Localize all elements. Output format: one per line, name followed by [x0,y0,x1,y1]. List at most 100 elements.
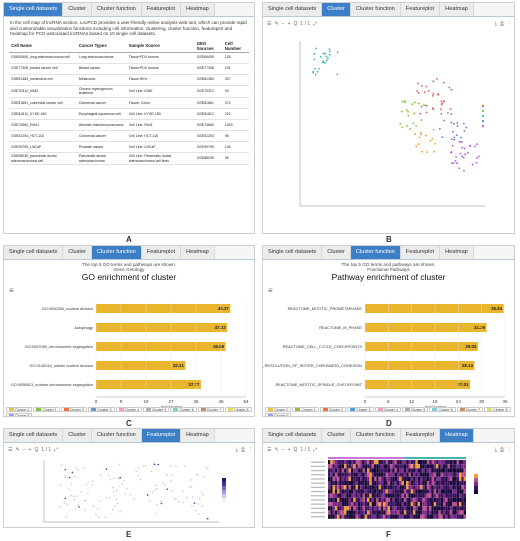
tab-heatmap[interactable]: Heatmap [440,3,474,16]
menu-icon[interactable]: ≡ [9,286,14,295]
legend-item[interactable]: Cluster 7 [197,407,225,412]
more-icon[interactable]: ⋮ [507,446,512,453]
download-icon[interactable]: ⤓ [494,20,497,27]
zoom-in-button[interactable]: + [28,446,32,453]
bar[interactable] [365,380,471,389]
tab-cluster-function[interactable]: Cluster function [350,3,401,16]
menu-icon[interactable]: ≡ [268,286,273,295]
tab-single-cell-datasets[interactable]: Single cell datasets [4,429,64,442]
legend-item[interactable]: Cluster 6 [429,407,456,412]
tab-cluster[interactable]: Cluster [322,429,351,442]
search-icon[interactable]: Q [293,446,298,453]
table-cell[interactable]: GSE51254_HCT-116 [9,130,77,142]
tab-heatmap[interactable]: Heatmap [440,246,474,259]
more-icon[interactable]: ⋮ [248,446,253,453]
table-cell[interactable]: GSE69405_lung adenocarcinoma cell [9,52,77,64]
tab-featureplot[interactable]: Featureplot [141,429,182,442]
fit-icon[interactable]: ⤢ [313,446,318,453]
tab-single-cell-datasets[interactable]: Single cell datasets [4,246,64,259]
legend-item[interactable]: Cluster 5 [142,407,170,412]
legend-item[interactable]: Cluster 8 [225,407,252,412]
legend-item[interactable]: Cluster 5 [401,407,429,412]
zoom-in-button[interactable]: + [287,20,291,27]
fit-icon[interactable]: ⤢ [54,446,59,453]
tab-cluster[interactable]: Cluster [63,429,92,442]
legend-item[interactable]: Cluster 2 [319,407,347,412]
tab-heatmap[interactable]: Heatmap [181,246,215,259]
table-cell[interactable]: GSE70660_RH41 [9,119,77,131]
bar[interactable] [365,361,475,370]
table-cell: Tissue:SKH [126,74,195,86]
tab-cluster-function[interactable]: Cluster function [350,246,401,259]
draw-icon[interactable]: ✎ [274,446,279,453]
zoom-out-button[interactable]: − [281,20,285,27]
tab-cluster[interactable]: Cluster [322,3,351,16]
table-cell[interactable]: GSE77308_breast cancer cell [9,63,77,75]
tab-single-cell-datasets[interactable]: Single cell datasets [4,3,64,16]
legend-item[interactable]: Cluster 6 [170,407,197,412]
bar[interactable] [365,323,487,332]
legend-item[interactable]: Cluster 1 [33,407,60,412]
more-icon[interactable]: ⋮ [507,20,512,27]
bar[interactable] [365,342,478,351]
table-cell[interactable]: GSE85035_pancreatic ductal adenocarcinom… [9,152,77,166]
tab-featureplot[interactable]: Featureplot [141,3,182,16]
tab-single-cell-datasets[interactable]: Single cell datasets [263,3,323,16]
print-icon[interactable]: ⎙ [499,20,504,27]
bar[interactable] [96,380,201,389]
tab-heatmap[interactable]: Heatmap [181,429,215,442]
legend-item[interactable]: Cluster 8 [484,407,511,412]
bar[interactable] [365,304,504,313]
tab-featureplot[interactable]: Featureplot [400,429,441,442]
legend-item[interactable]: Cluster 9 [6,413,33,416]
search-icon[interactable]: Q [34,446,39,453]
zoom-out-button[interactable]: − [281,446,285,453]
bar[interactable] [96,342,226,351]
table-cell[interactable]: GSE99795_LNCaP [9,141,77,153]
search-icon[interactable]: Q [293,20,298,27]
legend-item[interactable]: Cluster 3 [88,407,115,412]
legend-item[interactable]: Cluster 1 [292,407,319,412]
sidebar-toggle-icon[interactable]: ☰ [267,20,272,27]
tab-cluster-function[interactable]: Cluster function [91,246,142,259]
legend-item[interactable]: Cluster 2 [60,407,88,412]
legend-item[interactable]: Cluster 9 [265,413,292,416]
sidebar-toggle-icon[interactable]: ☰ [267,446,272,453]
print-icon[interactable]: ⎙ [240,446,245,453]
table-cell[interactable]: GSE81383_melanoma cell [9,74,77,86]
download-icon[interactable]: ⤓ [235,446,238,453]
legend-item[interactable]: Cluster 0 [6,407,33,412]
sidebar-toggle-icon[interactable]: ☰ [8,446,13,453]
tab-single-cell-datasets[interactable]: Single cell datasets [263,246,323,259]
zoom-in-button[interactable]: + [287,446,291,453]
table-cell[interactable]: GSE81861_colorectal cancer cell [9,97,77,109]
tab-cluster[interactable]: Cluster [63,3,92,16]
tab-featureplot[interactable]: Featureplot [141,246,182,259]
tab-cluster[interactable]: Cluster [322,246,351,259]
tab-cluster-function[interactable]: Cluster function [91,3,142,16]
tab-heatmap[interactable]: Heatmap [440,429,474,442]
draw-icon[interactable]: ✎ [274,20,279,27]
tab-cluster-function[interactable]: Cluster function [350,429,401,442]
draw-icon[interactable]: ✎ [15,446,20,453]
table-cell[interactable]: GSE70312_K562 [9,85,77,98]
tab-featureplot[interactable]: Featureplot [400,246,441,259]
tab-cluster[interactable]: Cluster [63,246,92,259]
legend-item[interactable]: Cluster 0 [265,407,292,412]
legend-item[interactable]: Cluster 3 [347,407,374,412]
bar[interactable] [96,361,186,370]
print-icon[interactable]: ⎙ [499,446,504,453]
legend-item[interactable]: Cluster 4 [115,407,142,412]
tab-single-cell-datasets[interactable]: Single cell datasets [263,429,323,442]
legend-item[interactable]: Cluster 7 [456,407,484,412]
tab-heatmap[interactable]: Heatmap [181,3,215,16]
zoom-out-button[interactable]: − [22,446,26,453]
bar[interactable] [96,323,228,332]
table-cell[interactable]: GSE81812_KYSE-180 [9,108,77,120]
tab-cluster-function[interactable]: Cluster function [91,429,142,442]
tab-featureplot[interactable]: Featureplot [400,3,441,16]
download-icon[interactable]: ⤓ [494,446,497,453]
fit-icon[interactable]: ⤢ [313,20,318,27]
legend-item[interactable]: Cluster 4 [374,407,401,412]
bar[interactable] [96,304,231,313]
